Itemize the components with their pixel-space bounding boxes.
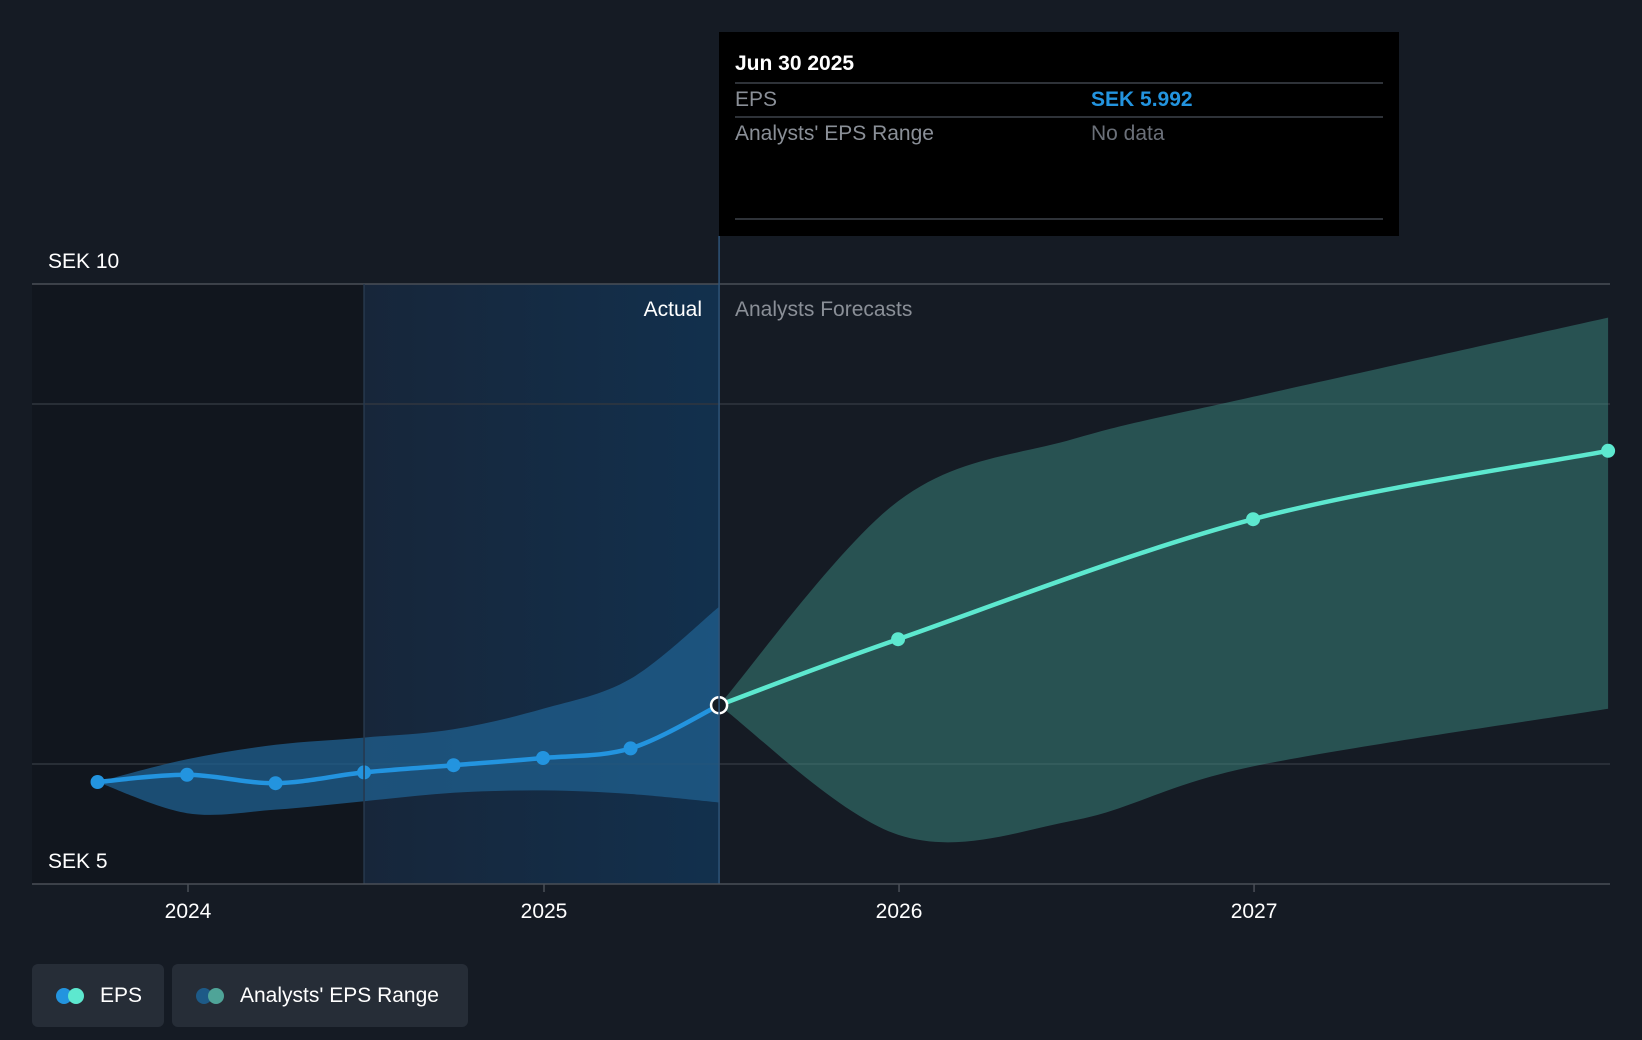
eps-point — [90, 775, 105, 789]
eps-forecast-point — [891, 632, 906, 647]
x-tick-label: 2026 — [876, 900, 923, 923]
tooltip-date: Jun 30 2025 — [735, 52, 854, 75]
region-label-actual: Actual — [644, 298, 702, 321]
eps-forecast-line — [716, 448, 1611, 708]
eps-point — [536, 751, 551, 765]
eps-point — [180, 767, 195, 782]
legend-item-eps[interactable]: EPS — [32, 964, 164, 1027]
legend-eps-swatch — [56, 987, 88, 1004]
y-axis-label-bottom: SEK 5 — [48, 850, 108, 873]
y-axis-label-top: SEK 10 — [48, 250, 119, 273]
legend-eps-label: EPS — [100, 983, 143, 1007]
eps-point — [446, 758, 461, 773]
actual-eps-range-band — [97, 606, 720, 815]
tooltip-range-value: No data — [1091, 122, 1165, 145]
eps-point — [268, 776, 283, 791]
eps-forecast-point — [1601, 443, 1616, 458]
eps-forecast-point — [1246, 512, 1261, 527]
tooltip: Jun 30 2025 EPS SEK 5.992 Analysts' EPS … — [719, 32, 1399, 236]
legend-item-analysts-eps-range[interactable]: Analysts' EPS Range — [172, 964, 468, 1027]
legend-range-swatch — [196, 987, 228, 1004]
tooltip-box — [719, 32, 1399, 236]
tooltip-eps-label: EPS — [735, 88, 777, 111]
eps-point — [623, 741, 638, 756]
eps-line — [95, 702, 722, 786]
x-axis-ticks: 2024 2025 2026 2027 — [165, 884, 1278, 923]
forecast-eps-range-band — [719, 317, 1609, 843]
tooltip-range-label: Analysts' EPS Range — [735, 122, 934, 145]
legend-range-label: Analysts' EPS Range — [240, 983, 439, 1007]
tooltip-eps-value: SEK 5.992 — [1091, 88, 1193, 111]
region-label-forecast: Analysts Forecasts — [735, 298, 912, 321]
x-tick-label: 2027 — [1231, 900, 1278, 923]
x-tick-label: 2025 — [521, 900, 568, 923]
x-tick-label: 2024 — [165, 900, 212, 923]
